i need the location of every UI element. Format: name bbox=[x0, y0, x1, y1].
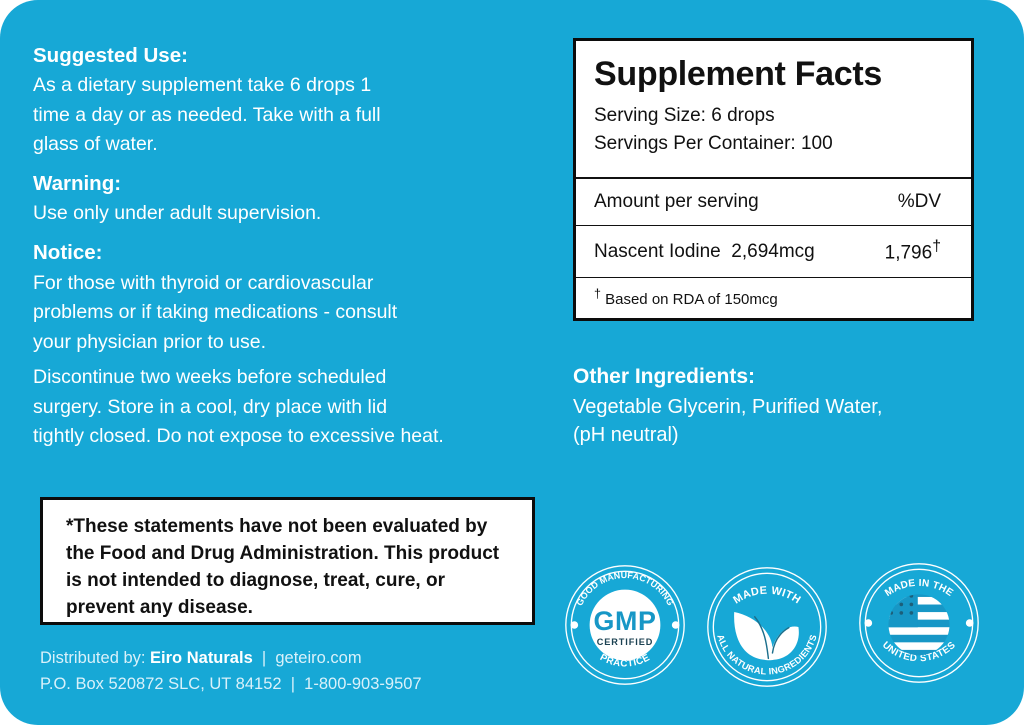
svg-text:GMP: GMP bbox=[594, 606, 657, 636]
svg-text:MADE WITH: MADE WITH bbox=[731, 585, 802, 607]
svg-text:CERTIFIED: CERTIFIED bbox=[597, 637, 653, 647]
